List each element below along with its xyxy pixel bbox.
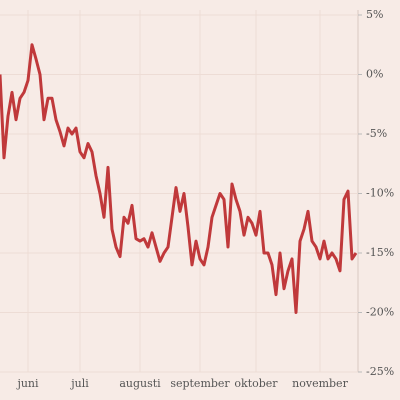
x-tick-label: augusti	[119, 377, 161, 390]
y-tick-label: -10%	[366, 187, 394, 200]
line	[0, 43, 358, 314]
x-tick-label: juli	[69, 377, 89, 390]
x-tick-label: november	[292, 377, 348, 390]
y-tick-label: -25%	[366, 365, 394, 378]
y-tick-label: 5%	[366, 8, 383, 21]
y-tick-label: -15%	[366, 246, 394, 259]
y-tick-label: -5%	[366, 127, 387, 140]
x-tick-label: september	[170, 377, 230, 390]
y-tick-label: 0%	[366, 68, 383, 81]
x-tick-label: oktober	[234, 377, 278, 390]
y-tick-label: -20%	[366, 306, 394, 319]
x-tick-label: juni	[15, 377, 39, 390]
